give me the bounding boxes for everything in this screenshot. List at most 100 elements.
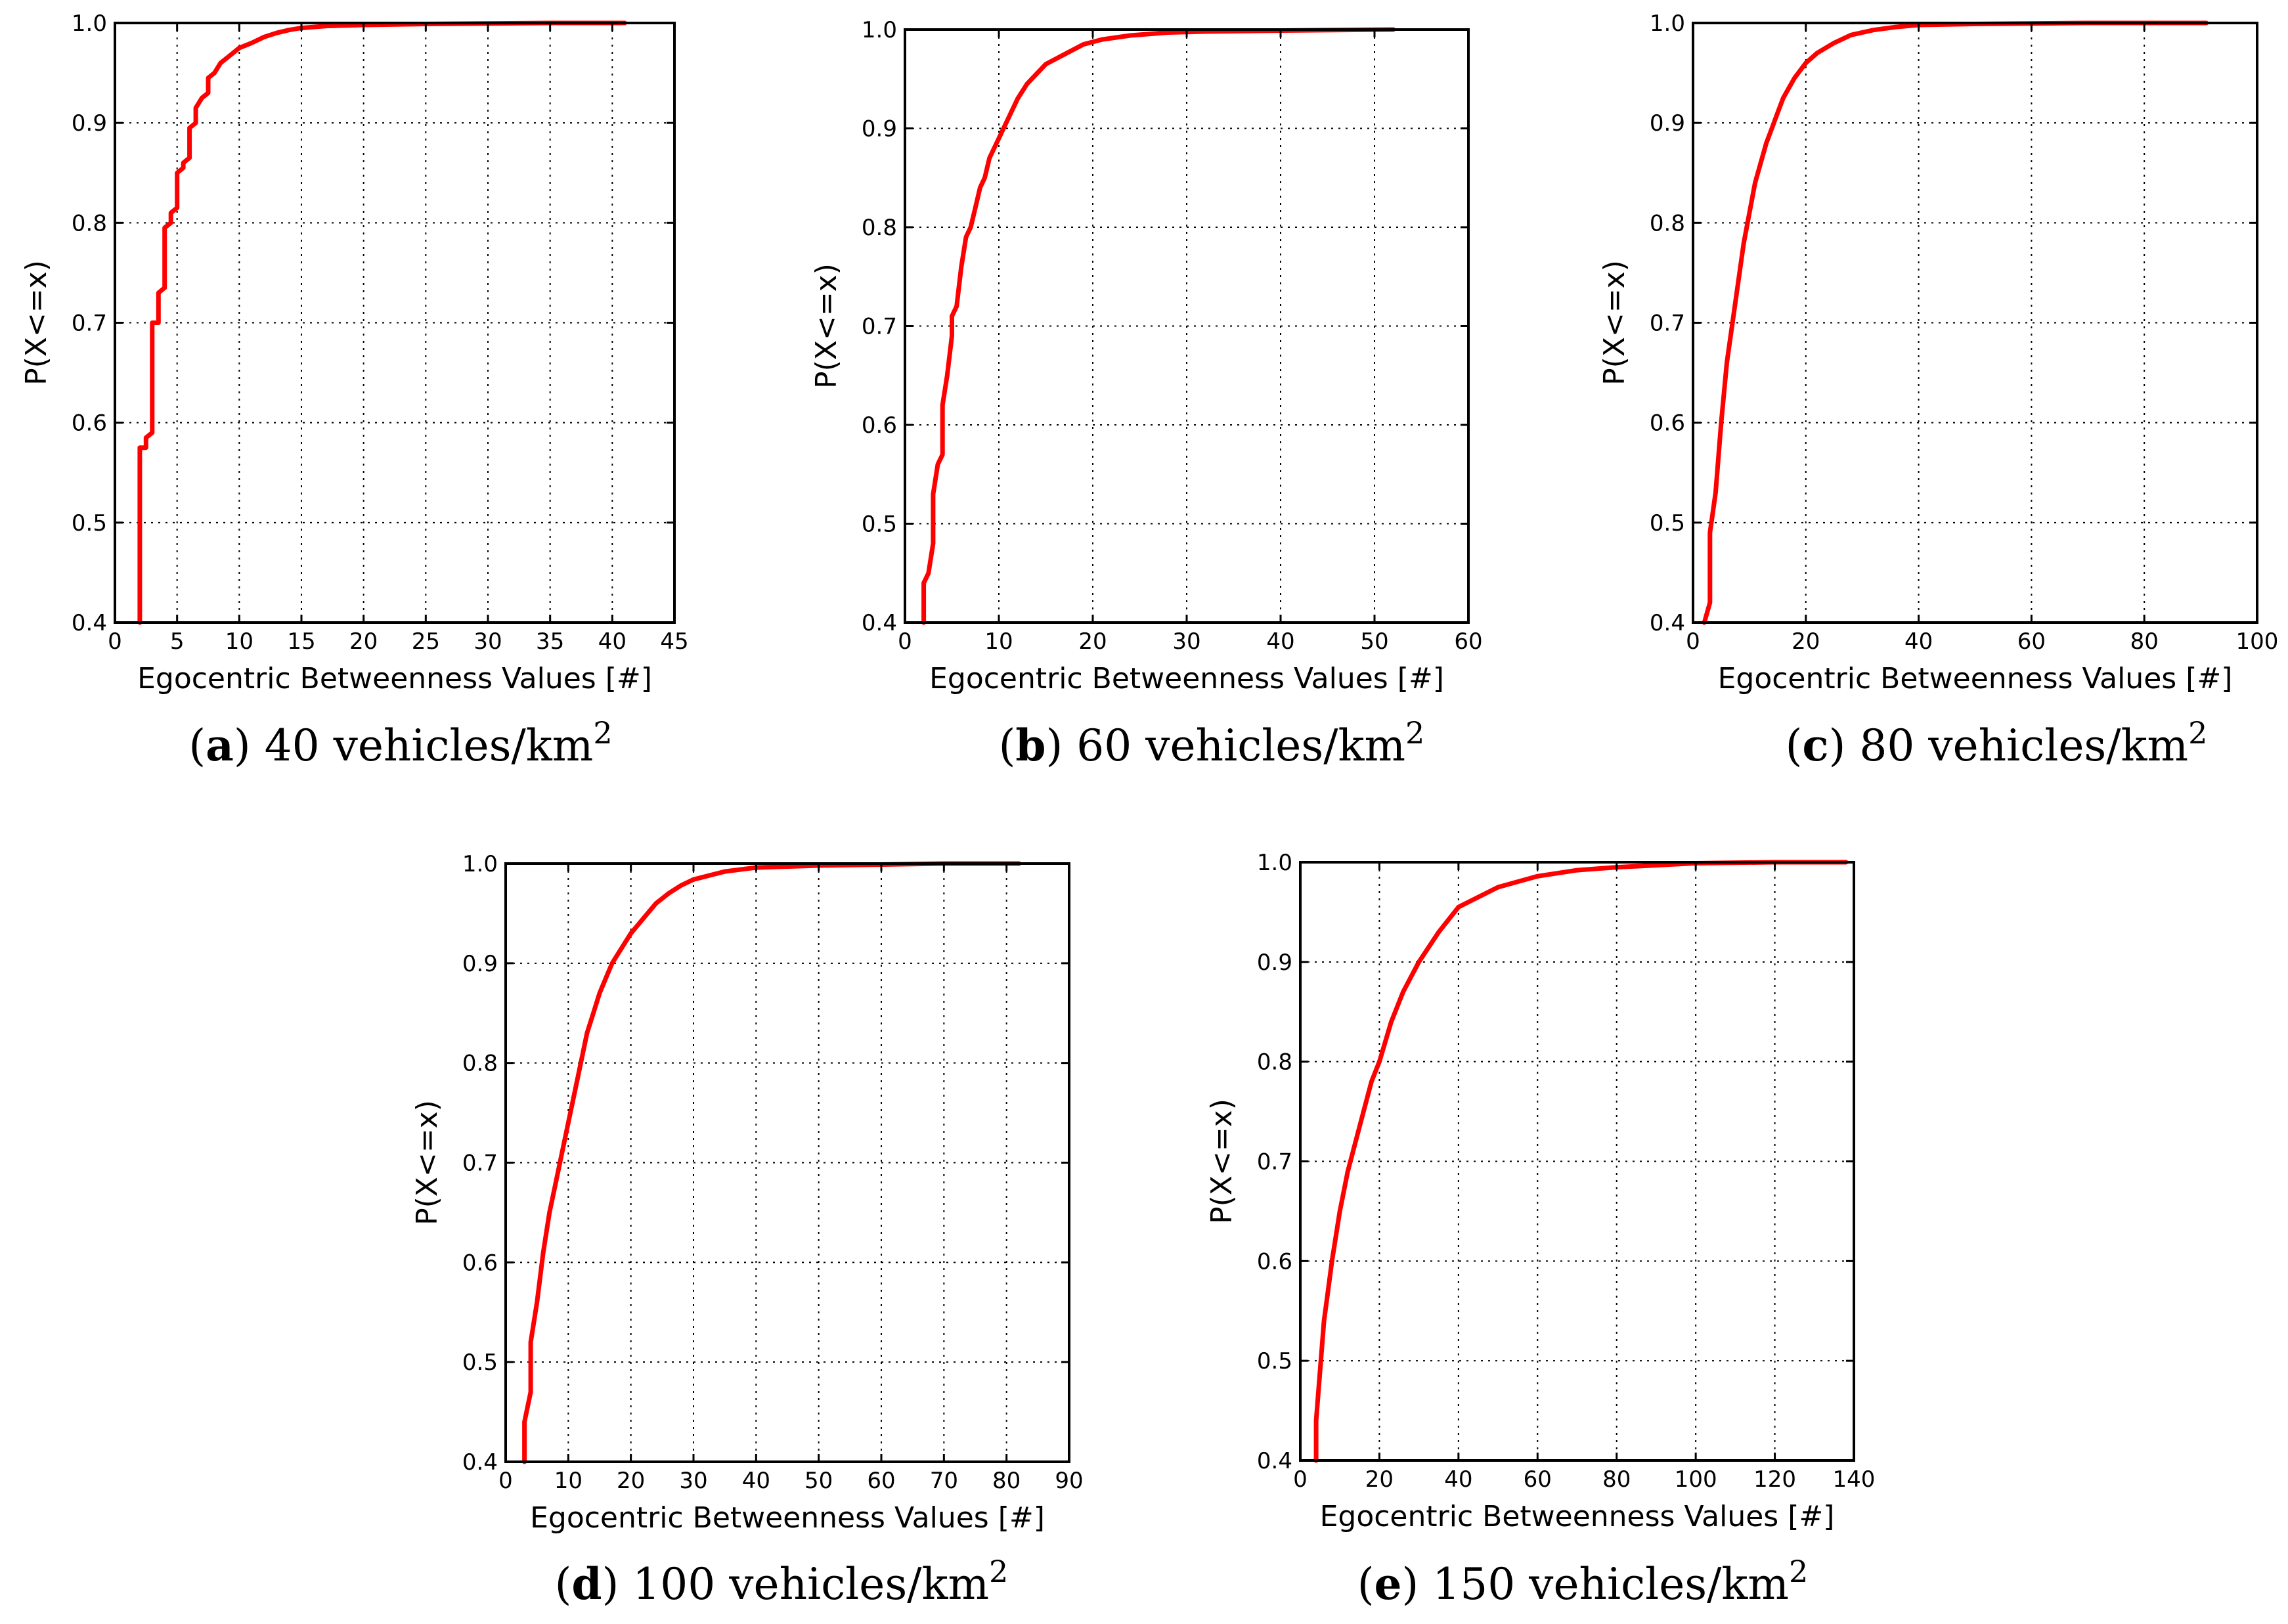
panel-caption: (a) 40 vehicles/km2 — [188, 715, 612, 771]
chart-panel-d: 0 10 20 30 40 50 60 70 80 90 0.4 0.5 0.6 0.7 0.8 0.9 1.0… — [410, 851, 1084, 1610]
y-tick-label: 0.5 — [1650, 510, 1685, 537]
y-tick-label: 0.9 — [862, 116, 897, 143]
caption-letter: b — [1015, 720, 1045, 771]
x-tick-label: 60 — [2017, 628, 2046, 655]
x-tick-label: 0 — [1293, 1466, 1308, 1493]
x-tick-label: 40 — [598, 628, 627, 655]
x-tick-label: 60 — [1454, 628, 1482, 655]
x-tick-label: 45 — [660, 628, 688, 655]
x-axis-label: Egocentric Betweenness Values [#] — [1320, 1500, 1835, 1533]
x-tick-label: 50 — [1360, 628, 1388, 655]
chart-panel-a: 0 5 10 15 20 25 30 35 40 45 0.4 0.5 0.6 0.7 0.8 0.9 1.0 E… — [20, 11, 689, 771]
caption-letter: d — [571, 1558, 602, 1610]
x-tick-label: 90 — [1055, 1468, 1083, 1494]
y-tick-label: 0.8 — [462, 1051, 498, 1077]
y-tick-label: 0.4 — [1650, 610, 1685, 636]
caption-letter: e — [1375, 1558, 1402, 1610]
x-tick-label: 20 — [1792, 628, 1820, 655]
x-tick-label: 10 — [554, 1468, 583, 1494]
x-tick-label: 0 — [1686, 628, 1700, 655]
cdf-line-series — [1702, 20, 2209, 625]
x-tick-label: 0 — [498, 1468, 513, 1494]
cdf-line-series — [1313, 860, 1849, 1463]
y-tick-label: 0.8 — [1257, 1049, 1292, 1076]
y-tick-label: 0.4 — [72, 610, 107, 636]
x-tick-label: 35 — [536, 628, 564, 655]
x-axis-label: Egocentric Betweenness Values [#] — [530, 1501, 1045, 1535]
caption-superscript: 2 — [593, 715, 612, 751]
x-tick-label: 20 — [349, 628, 378, 655]
x-tick-label: 10 — [984, 628, 1013, 655]
y-tick-label: 0.5 — [862, 512, 897, 538]
y-tick-label: 1.0 — [1257, 850, 1292, 876]
y-axis-label: P(X<=x) — [1598, 260, 1631, 385]
y-tick-label: 0.4 — [862, 610, 897, 636]
caption-superscript: 2 — [989, 1554, 1008, 1589]
y-tick-label: 1.0 — [462, 851, 498, 877]
panel-caption: (e) 150 vehicles/km2 — [1357, 1554, 1809, 1610]
x-tick-label: 40 — [1904, 628, 1933, 655]
x-tick-label: 140 — [1833, 1466, 1876, 1493]
x-tick-label: 70 — [930, 1468, 958, 1494]
x-tick-label: 80 — [1602, 1466, 1631, 1493]
y-tick-label: 0.9 — [72, 110, 107, 137]
y-axis-label: P(X<=x) — [20, 260, 53, 385]
x-tick-label: 0 — [898, 628, 912, 655]
chart-panel-e: 0 20 40 60 80 100 120 140 0.4 0.5 0.6 0.7 0.8 0.9 1.0 E… — [1205, 850, 1875, 1610]
y-tick-label: 0.6 — [1257, 1248, 1292, 1275]
y-tick-label: 0.8 — [72, 210, 107, 236]
x-tick-label: 120 — [1753, 1466, 1796, 1493]
caption-superscript: 2 — [1405, 715, 1424, 751]
y-tick-label: 0.9 — [1257, 950, 1292, 976]
y-tick-label: 0.7 — [862, 314, 897, 340]
cdf-line-series — [522, 861, 1022, 1464]
panel-caption: (b) 60 vehicles/km2 — [999, 715, 1425, 771]
y-tick-label: 0.5 — [1257, 1348, 1292, 1374]
y-tick-label: 1.0 — [1650, 11, 1685, 37]
x-tick-label: 50 — [804, 1468, 833, 1494]
x-tick-label: 10 — [225, 628, 253, 655]
y-tick-label: 0.5 — [462, 1350, 498, 1376]
x-tick-label: 15 — [287, 628, 315, 655]
x-tick-label: 20 — [1365, 1466, 1394, 1493]
panel-caption: (c) 80 vehicles/km2 — [1786, 715, 2208, 771]
x-axis-label: Egocentric Betweenness Values [#] — [137, 662, 652, 695]
y-tick-label: 0.9 — [1650, 110, 1685, 137]
caption-superscript: 2 — [1789, 1554, 1808, 1589]
y-tick-label: 0.6 — [1650, 410, 1685, 437]
y-tick-label: 0.8 — [862, 215, 897, 241]
x-axis-label: Egocentric Betweenness Values [#] — [929, 662, 1444, 695]
panel-caption: (d) 100 vehicles/km2 — [555, 1554, 1009, 1610]
x-tick-label: 40 — [1444, 1466, 1472, 1493]
y-tick-label: 0.5 — [72, 510, 107, 537]
x-tick-label: 30 — [1172, 628, 1200, 655]
y-tick-label: 0.8 — [1650, 210, 1685, 236]
y-tick-label: 0.9 — [462, 951, 498, 977]
caption-superscript: 2 — [2188, 715, 2207, 751]
x-tick-label: 40 — [742, 1468, 770, 1494]
cdf-line-series — [137, 20, 627, 625]
x-tick-label: 40 — [1266, 628, 1294, 655]
x-tick-label: 30 — [473, 628, 502, 655]
x-tick-label: 5 — [170, 628, 185, 655]
y-axis-label: P(X<=x) — [1205, 1099, 1239, 1224]
y-axis-label: P(X<=x) — [410, 1100, 444, 1225]
y-axis-label: P(X<=x) — [810, 263, 843, 389]
x-tick-label: 0 — [108, 628, 122, 655]
y-tick-label: 0.7 — [1650, 311, 1685, 337]
y-tick-label: 0.7 — [72, 311, 107, 337]
y-tick-label: 0.7 — [1257, 1149, 1292, 1175]
x-axis-label: Egocentric Betweenness Values [#] — [1718, 662, 2233, 695]
y-tick-label: 0.6 — [72, 410, 107, 437]
x-tick-label: 100 — [2236, 628, 2279, 655]
y-tick-label: 0.6 — [862, 412, 897, 439]
y-tick-label: 1.0 — [862, 17, 897, 43]
y-tick-label: 1.0 — [72, 11, 107, 37]
y-tick-label: 0.6 — [462, 1250, 498, 1276]
x-tick-label: 25 — [412, 628, 440, 655]
chart-panel-c: 0 20 40 60 80 100 0.4 0.5 0.6 0.7 0.8 0.9 1.0 Egocent… — [1598, 11, 2278, 771]
x-tick-label: 100 — [1675, 1466, 1717, 1493]
x-tick-label: 30 — [679, 1468, 707, 1494]
cdf-line-series — [921, 27, 1396, 625]
x-tick-label: 20 — [1078, 628, 1107, 655]
